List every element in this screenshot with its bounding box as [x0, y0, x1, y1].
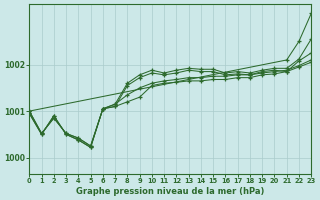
X-axis label: Graphe pression niveau de la mer (hPa): Graphe pression niveau de la mer (hPa) — [76, 187, 264, 196]
